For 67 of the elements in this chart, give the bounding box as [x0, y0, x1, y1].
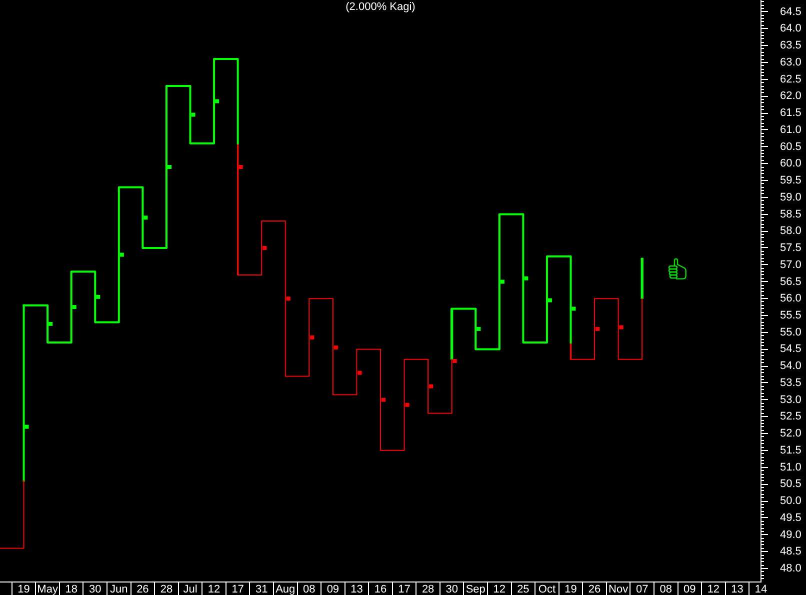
x-tick-label: Nov [608, 584, 629, 595]
x-tick-label: Oct [538, 584, 556, 595]
y-tick-label: 50.5 [780, 478, 802, 490]
y-tick-label: 54.0 [780, 360, 802, 372]
y-tick-label: 61.5 [780, 107, 802, 120]
x-tick-label: 17 [232, 584, 244, 595]
x-tick-label: 28 [422, 584, 434, 595]
x-tick-label: 18 [65, 584, 78, 595]
x-tick-label: 30 [89, 584, 102, 595]
y-tick-label: 63.5 [780, 40, 802, 52]
y-tick-label: 57.5 [780, 242, 802, 254]
y-tick-label: 60.0 [780, 158, 802, 170]
y-tick-label: 49.5 [780, 512, 802, 524]
y-tick-label: 50.0 [780, 495, 802, 508]
x-tick-label: 19 [18, 584, 30, 595]
y-tick-label: 56.0 [780, 292, 802, 305]
x-tick-label: 12 [493, 584, 506, 595]
x-tick-label: Jun [110, 584, 128, 595]
x-tick-label: 09 [326, 584, 340, 595]
y-tick-label: 55.5 [780, 309, 802, 322]
x-tick-label: 14 [754, 584, 768, 595]
x-tick-label: 16 [374, 584, 387, 595]
y-tick-label: 60.5 [780, 140, 802, 153]
y-tick-label: 59.5 [780, 174, 802, 187]
y-tick-label: 64.0 [780, 22, 802, 35]
x-tick-label: 26 [588, 584, 601, 595]
x-tick-label: 12 [707, 584, 720, 595]
x-tick-label: Aug [276, 584, 296, 595]
y-tick-label: 51.5 [780, 444, 802, 456]
y-tick-label: 51.0 [780, 461, 802, 474]
y-tick-label: 53.5 [780, 376, 802, 389]
y-tick-label: 56.5 [780, 276, 802, 288]
y-tick-label: 55.0 [780, 326, 802, 338]
x-tick-label: 25 [517, 584, 530, 595]
y-tick-label: 59.0 [780, 191, 802, 204]
y-tick-label: 48.0 [780, 562, 802, 575]
y-tick-label: 57.0 [780, 258, 802, 271]
x-tick-label: 31 [255, 584, 268, 595]
x-tick-label: 13 [731, 584, 744, 595]
y-tick-label: 52.0 [780, 428, 802, 440]
y-tick-label: 49.0 [780, 528, 802, 541]
y-tick-label: 61.0 [780, 124, 802, 136]
y-tick-label: 58.0 [780, 225, 802, 238]
x-tick-label: 28 [160, 584, 173, 595]
x-tick-label: Jul [183, 584, 198, 595]
x-tick-label: 30 [446, 584, 458, 595]
x-tick-label: Sep [466, 584, 486, 595]
x-tick-label: 17 [398, 584, 410, 595]
y-tick-label: 52.5 [780, 410, 802, 423]
y-tick-label: 48.5 [780, 546, 802, 558]
x-tick-label: 13 [350, 584, 363, 595]
x-tick-label: 26 [136, 584, 149, 595]
y-tick-label: 62.0 [780, 90, 802, 102]
y-tick-label: 63.0 [780, 56, 802, 68]
x-tick-label: 08 [660, 584, 672, 595]
y-tick-label: 62.5 [780, 73, 802, 86]
x-tick-label: 08 [303, 584, 316, 595]
y-tick-label: 54.5 [780, 343, 802, 356]
x-tick-label: May [37, 584, 58, 595]
x-tick-label: 09 [684, 584, 696, 595]
x-tick-label: 19 [564, 584, 577, 595]
x-tick-label: 12 [208, 584, 220, 595]
x-tick-label: 07 [636, 584, 648, 595]
y-tick-label: 58.5 [780, 208, 802, 220]
chart-title: (2.000% Kagi) [346, 1, 416, 14]
y-tick-label: 64.5 [780, 6, 802, 18]
y-tick-label: 53.0 [780, 394, 802, 406]
